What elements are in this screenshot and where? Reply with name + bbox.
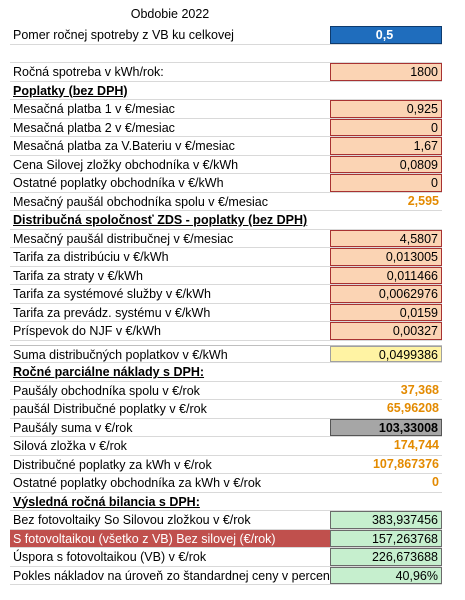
row-value: 157,263768 [330,529,442,547]
sheet-row: Cena Silovej zložky obchodníka v €/kWh 0,… [10,155,442,174]
row-value: 0,5 [330,26,442,44]
row-value: 4,5807 [330,229,442,247]
row-value: 103,33008 [330,418,442,436]
sheet-row: Tarifa za distribúciu v €/kWh 0,013005 [10,248,442,267]
sheet-row: Paušály obchodníka spolu v €/rok 37,368 [10,382,442,400]
row-label: Pomer ročnej spotreby z VB ku celkovej [13,28,234,42]
sheet-row: Ročné parciálne náklady s DPH: [10,363,442,382]
sheet-row: Mesačný paušál distribučnej v €/mesiac 4,… [10,229,442,248]
sheet-row: Pomer ročnej spotreby z VB ku celkovej 0,… [10,26,442,45]
sheet-row: Ostatné poplatky obchodníka v €/kWh 0 [10,174,442,193]
row-value: 0,0499386 [330,345,442,362]
period-header: Obdobie 2022 [130,7,210,21]
sheet-row: Ročná spotreba v kWh/rok: 1800 [10,63,442,82]
row-label: Tarifa za straty v €/kWh [13,268,143,283]
sheet-row: Paušály suma v €/rok 103,33008 [10,418,442,437]
row-value: 1,67 [330,137,442,155]
sheet-row: Mesačná platba 1 v €/mesiac 0,925 [10,100,442,119]
sheet-row: Distribučné poplatky za kWh v €/rok 107,8… [10,456,442,474]
sheet-row: Ostatné poplatky obchodníka za kWh v €/r… [10,474,442,493]
row-value: 0 [330,174,442,192]
row-value: 2,595 [407,193,439,208]
row-value: 0,013005 [330,248,442,266]
row-value: 0,0809 [330,155,442,173]
row-value: 37,368 [400,382,439,397]
row-value: 0,011466 [330,266,442,284]
row-value: 0 [330,118,442,136]
row-value: 0,925 [330,100,442,118]
row-label: Výsledná ročná bilancia s DPH: [13,494,200,509]
row-label: Mesačný paušál obchodníka spolu v €/mesi… [13,194,269,209]
row-label: Mesačný paušál distribučnej v €/mesiac [13,231,234,246]
row-label: Ročná spotreba v kWh/rok: [13,65,164,79]
blank-row [10,45,442,63]
row-label: Ročné parciálne náklady s DPH: [13,365,205,379]
sheet-row: Distribučná spoločnosť ZDS - poplatky (b… [10,211,442,230]
row-label: Pokles nákladov na úroveň zo štandardnej… [13,568,330,583]
row-label: Ostatné poplatky obchodníka v €/kWh [13,176,224,190]
sheet-row: Príspevok do NJF v €/kWh 0,00327 [10,322,442,341]
sheet-row: Mesačná platba 2 v €/mesiac 0 [10,118,442,137]
sheet-row: Tarifa za prevádz. systému v €/kWh 0,0159 [10,303,442,322]
row-label: Distribučné poplatky za kWh v €/rok [13,457,212,472]
sheet-row: Silová zložka v €/rok 174,744 [10,437,442,456]
row-label: Tarifa za systémové služby v €/kWh [13,287,211,301]
sheet-row: Tarifa za straty v €/kWh 0,011466 [10,266,442,285]
row-value: 0,0159 [330,303,442,321]
sheet-row: Mesačný paušál obchodníka spolu v €/mesi… [10,193,442,211]
row-label: Príspevok do NJF v €/kWh [13,324,161,338]
sheet-row: Mesačná platba za V.Bateriu v €/mesiac 1,… [10,137,442,156]
row-value: 0,00327 [330,322,442,340]
row-label: Tarifa za distribúciu v €/kWh [13,250,169,264]
row-label: Mesačná platba 2 v €/mesiac [13,120,175,135]
row-value: 65,96208 [386,401,439,415]
row-label: Tarifa za prevádz. systému v €/kWh [13,305,211,320]
row-label: Ostatné poplatky obchodníka za kWh v €/r… [13,476,262,490]
row-value: 174,744 [393,438,439,452]
sheet-row: Poplatky (bez DPH) [10,82,442,100]
rows: Pomer ročnej spotreby z VB ku celkovej 0,… [10,26,442,585]
row-label: Paušály suma v €/rok [13,420,133,435]
row-label: paušál Distribučné poplatky v €/rok [13,402,207,416]
row-value: 226,673688 [330,548,442,566]
row-value: 1800 [330,63,442,81]
row-label: Bez fotovoltaiky So Silovou zložkou v €/… [13,513,251,527]
sheet-row: Tarifa za systémové služby v €/kWh 0,0062… [10,285,442,304]
sheet-row: Pokles nákladov na úroveň zo štandardnej… [10,566,442,585]
row-label: Suma distribučných poplatkov v €/kWh [13,347,228,362]
sheet-row: Úspora s fotovoltaikou (VB) v €/rok 226,6… [10,548,442,567]
row-label: Paušály obchodníka spolu v €/rok [13,383,200,398]
row-label: S fotovoltaikou (všetko z VB) Bez silove… [10,529,330,547]
row-value: 0,0062976 [330,285,442,303]
row-label: Cena Silovej zložky obchodníka v €/kWh [13,157,239,172]
sheet-row: paušál Distribučné poplatky v €/rok 65,96… [10,400,442,419]
sheet-row: Suma distribučných poplatkov v €/kWh 0,04… [10,344,442,363]
row-value: 107,867376 [372,456,439,471]
row-label: Distribučná spoločnosť ZDS - poplatky (b… [13,213,308,227]
row-label: Poplatky (bez DPH) [13,83,128,98]
row-value: 40,96% [330,566,442,584]
row-label: Silová zložka v €/rok [13,439,127,453]
sheet-row: S fotovoltaikou (všetko z VB) Bez silove… [10,529,442,548]
row-value: 0 [432,475,439,489]
sheet-row: Bez fotovoltaiky So Silovou zložkou v €/… [10,511,442,530]
row-label: Úspora s fotovoltaikou (VB) v €/rok [13,550,207,564]
row-label: Mesačná platba 1 v €/mesiac [13,102,175,116]
sheet-row: Výsledná ročná bilancia s DPH: [10,493,442,511]
row-label: Mesačná platba za V.Bateriu v €/mesiac [13,139,235,153]
row-value: 383,937456 [330,511,442,529]
